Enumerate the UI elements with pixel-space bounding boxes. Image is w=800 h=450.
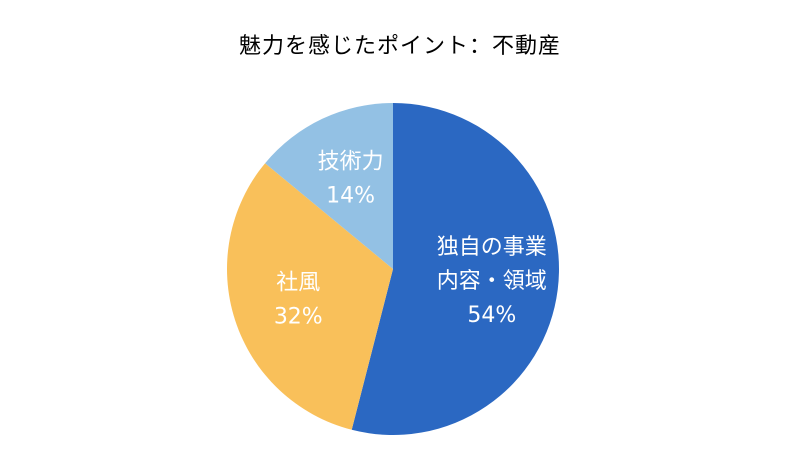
slice-value-label-2: 32% [274,304,323,329]
slice-category-label-2: 社風 [276,270,320,295]
slice-value-label-1: 54% [467,303,516,328]
pie-slice-3 [265,103,393,269]
pie-slice-2 [226,163,393,430]
slice-category-label-1: 内容・領域 [437,269,547,294]
slice-value-label-3: 14% [326,183,375,208]
slice-category-label-3: 技術力 [318,149,384,174]
pie-slices [226,103,560,436]
slice-category-label-1: 独自の事業 [437,235,547,260]
pie-slice-1 [351,103,560,436]
chart-title: 魅力を感じたポイント：不動産 [238,34,561,59]
